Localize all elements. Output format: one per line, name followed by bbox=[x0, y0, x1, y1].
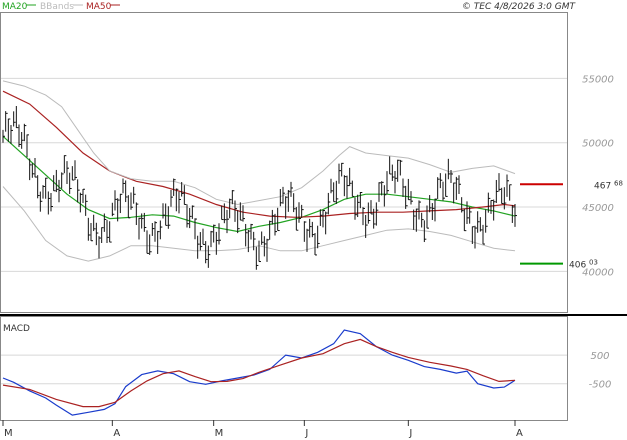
x-tick-label: M bbox=[4, 428, 13, 439]
ma50-line bbox=[2, 90, 516, 218]
macd-series-group bbox=[2, 329, 516, 416]
copyright-text: © TEC 4/8/2026 3:0 GMT bbox=[462, 2, 577, 12]
x-tick-label: J bbox=[304, 428, 308, 439]
legend-ma20-label: MA20 bbox=[2, 2, 28, 12]
upper-level-decimal: 68 bbox=[614, 179, 623, 187]
x-tick-label: A bbox=[113, 428, 120, 439]
price-y-tick-label: 55000 bbox=[582, 74, 614, 85]
level-markers: 467 68 406 03 bbox=[520, 179, 623, 271]
price-panel bbox=[0, 12, 568, 313]
lower-level-decimal: 03 bbox=[589, 259, 598, 267]
macd-y-tick-label: 500 bbox=[590, 351, 609, 362]
legend-bbands-label: BBands bbox=[40, 2, 74, 12]
price-y-tick-label: 40000 bbox=[582, 267, 614, 278]
price-y-tick-label: 50000 bbox=[582, 139, 614, 150]
macd-line bbox=[2, 329, 516, 416]
x-tick-label: J bbox=[408, 428, 412, 439]
x-tick-label: M bbox=[215, 428, 224, 439]
legend-ma50-label: MA50 bbox=[86, 2, 112, 12]
y-axis-labels: 55000 50000 45000 40000 500 -500 bbox=[582, 74, 614, 390]
x-tick-label: A bbox=[516, 428, 523, 439]
price-y-tick-label: 45000 bbox=[582, 203, 614, 214]
macd-label: MACD bbox=[3, 324, 30, 334]
macd-y-tick-label: -500 bbox=[589, 380, 612, 391]
macd-panel bbox=[0, 316, 568, 421]
legend: MA20 BBands MA50 bbox=[2, 2, 120, 12]
signal-line bbox=[2, 338, 516, 408]
price-bars bbox=[2, 106, 517, 270]
bbands-upper-line bbox=[2, 80, 516, 206]
lower-level-value: 406 bbox=[569, 261, 586, 271]
upper-level-value: 467 bbox=[594, 181, 611, 191]
gridlines bbox=[1, 77, 567, 385]
